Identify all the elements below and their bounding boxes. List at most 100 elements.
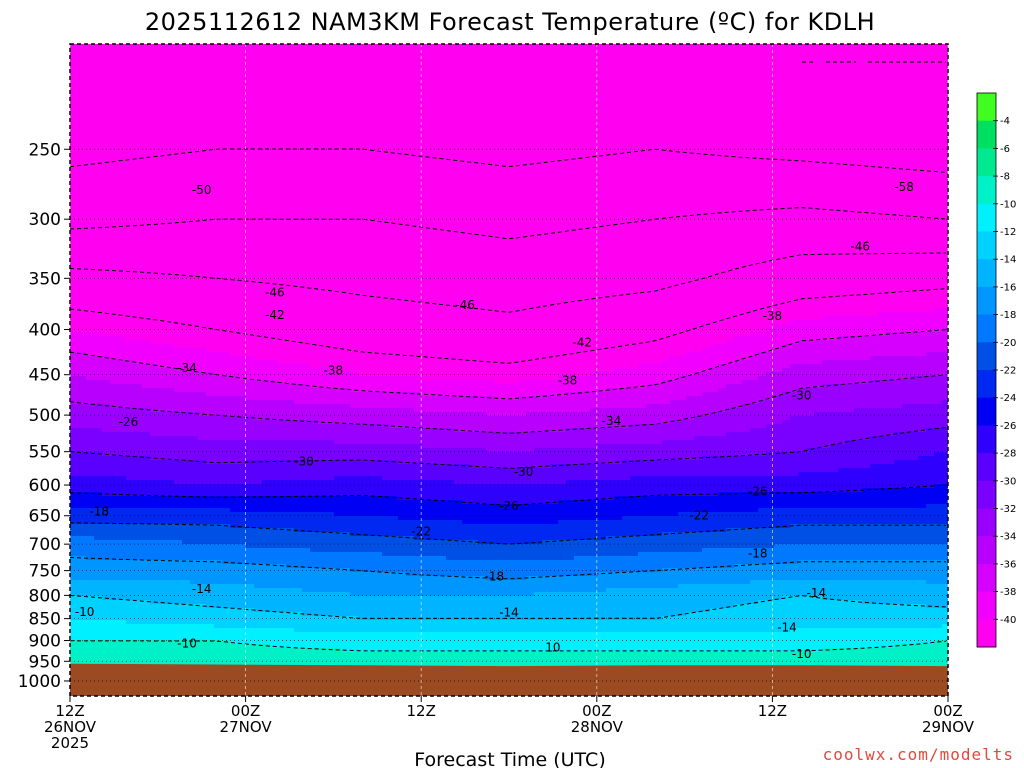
field-cell bbox=[270, 280, 279, 285]
field-cell bbox=[214, 384, 223, 389]
field-cell bbox=[230, 636, 239, 641]
field-cell bbox=[270, 180, 279, 185]
field-cell bbox=[110, 548, 119, 553]
field-cell bbox=[158, 384, 167, 389]
field-cell bbox=[102, 500, 111, 505]
field-cell bbox=[270, 388, 279, 393]
field-cell bbox=[254, 360, 263, 365]
field-cell bbox=[302, 348, 311, 353]
field-cell bbox=[118, 112, 127, 117]
field-cell bbox=[118, 136, 127, 141]
field-cell bbox=[262, 112, 271, 117]
field-cell bbox=[246, 56, 255, 61]
field-cell bbox=[102, 108, 111, 113]
field-cell bbox=[166, 300, 175, 305]
field-cell bbox=[270, 120, 279, 125]
field-cell bbox=[126, 156, 135, 161]
field-cell bbox=[302, 460, 311, 465]
field-cell bbox=[238, 224, 247, 229]
field-cell bbox=[278, 388, 287, 393]
field-cell bbox=[102, 120, 111, 125]
field-cell bbox=[70, 416, 79, 421]
field-cell bbox=[182, 184, 191, 189]
field-cell bbox=[102, 164, 111, 169]
field-cell bbox=[294, 580, 303, 585]
field-cell bbox=[110, 388, 119, 393]
field-cell bbox=[102, 212, 111, 217]
field-cell bbox=[230, 248, 239, 253]
field-cell bbox=[86, 308, 95, 313]
field-cell bbox=[302, 288, 311, 293]
field-cell bbox=[142, 164, 151, 169]
field-cell bbox=[262, 92, 271, 97]
field-cell bbox=[86, 116, 95, 121]
field-cell bbox=[270, 532, 279, 537]
field-cell bbox=[94, 356, 103, 361]
field-cell bbox=[134, 624, 143, 629]
field-cell bbox=[134, 340, 143, 345]
field-cell bbox=[102, 60, 111, 65]
field-cell bbox=[278, 476, 287, 481]
field-cell bbox=[174, 112, 183, 117]
field-cell bbox=[150, 148, 159, 153]
field-cell bbox=[222, 240, 231, 245]
field-cell bbox=[94, 536, 103, 541]
field-cell bbox=[70, 256, 79, 261]
field-cell bbox=[230, 120, 239, 125]
field-cell bbox=[78, 136, 87, 141]
field-cell bbox=[102, 404, 111, 409]
field-cell bbox=[86, 592, 95, 597]
field-cell bbox=[302, 304, 311, 309]
field-cell bbox=[270, 344, 279, 349]
field-cell bbox=[190, 608, 199, 613]
field-cell bbox=[166, 136, 175, 141]
field-cell bbox=[110, 148, 119, 153]
field-cell bbox=[302, 404, 311, 409]
field-cell bbox=[166, 148, 175, 153]
field-cell bbox=[110, 252, 119, 257]
field-cell bbox=[134, 296, 143, 301]
field-cell bbox=[238, 292, 247, 297]
field-cell bbox=[254, 644, 263, 649]
field-cell bbox=[94, 72, 103, 77]
field-cell bbox=[198, 52, 207, 57]
field-cell bbox=[230, 64, 239, 69]
field-cell bbox=[166, 464, 175, 469]
field-cell bbox=[302, 572, 311, 577]
field-cell bbox=[150, 440, 159, 445]
field-cell bbox=[86, 44, 95, 49]
field-cell bbox=[78, 408, 87, 413]
field-cell bbox=[206, 404, 215, 409]
field-cell bbox=[262, 236, 271, 241]
field-cell bbox=[110, 540, 119, 545]
field-cell bbox=[294, 292, 303, 297]
field-cell bbox=[166, 284, 175, 289]
field-cell bbox=[230, 168, 239, 173]
field-cell bbox=[262, 300, 271, 305]
field-cell bbox=[206, 608, 215, 613]
field-cell bbox=[262, 120, 271, 125]
field-cell bbox=[126, 612, 135, 617]
field-cell bbox=[78, 572, 87, 577]
field-cell bbox=[94, 500, 103, 505]
field-cell bbox=[294, 232, 303, 237]
field-cell bbox=[102, 280, 111, 285]
field-cell bbox=[110, 132, 119, 137]
field-cell bbox=[286, 508, 295, 513]
field-cell bbox=[206, 400, 215, 405]
field-cell bbox=[230, 388, 239, 393]
field-cell bbox=[278, 544, 287, 549]
field-cell bbox=[86, 208, 95, 213]
field-cell bbox=[134, 308, 143, 313]
field-cell bbox=[102, 428, 111, 433]
field-cell bbox=[150, 112, 159, 117]
field-cell bbox=[134, 460, 143, 465]
field-cell bbox=[174, 488, 183, 493]
field-cell bbox=[190, 308, 199, 313]
field-cell bbox=[86, 560, 95, 565]
field-cell bbox=[206, 92, 215, 97]
field-cell bbox=[126, 456, 135, 461]
field-cell bbox=[70, 128, 79, 133]
field-cell bbox=[294, 188, 303, 193]
field-cell bbox=[86, 400, 95, 405]
